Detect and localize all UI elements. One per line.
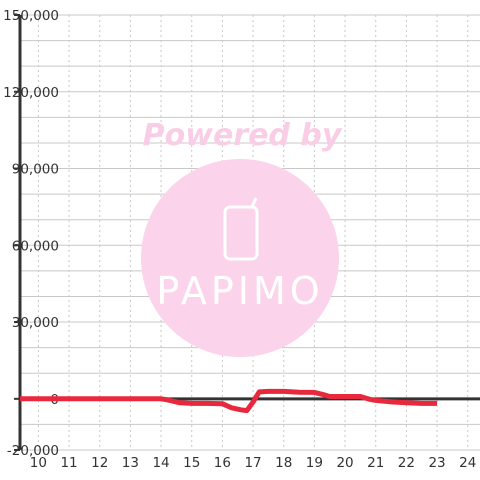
x-tick-label: 19 [306,455,323,471]
x-tick-label: 23 [428,455,445,471]
watermark-logo-text: PAPIMO [156,269,323,313]
y-tick-label: -20,000 [7,443,59,459]
powered-by-text: Powered by [143,118,343,153]
x-tick-label: 20 [336,455,353,471]
x-tick-label: 22 [398,455,415,471]
x-tick-label: 16 [214,455,231,471]
x-tick-label: 14 [152,455,169,471]
phone-icon [223,197,259,261]
y-tick-label: 30,000 [12,315,59,331]
tick-labels: -20,000030,00060,00090,000120,000150,000… [3,8,476,471]
y-tick-label: 60,000 [12,238,59,254]
x-tick-label: 21 [367,455,384,471]
x-tick-label: 18 [275,455,292,471]
x-tick-label: 11 [60,455,77,471]
x-tick-label: 12 [91,455,108,471]
y-tick-label: 120,000 [3,85,59,101]
y-tick-label: 150,000 [3,8,59,24]
series-line [20,388,438,414]
x-tick-label: 10 [30,455,47,471]
y-tick-label: 90,000 [12,162,59,178]
x-tick-label: 17 [244,455,261,471]
papimo-watermark: Powered by PAPIMO [141,118,343,357]
x-tick-label: 24 [459,455,476,471]
series-layer [20,388,438,414]
x-tick-label: 15 [183,455,200,471]
x-tick-label: 13 [122,455,139,471]
